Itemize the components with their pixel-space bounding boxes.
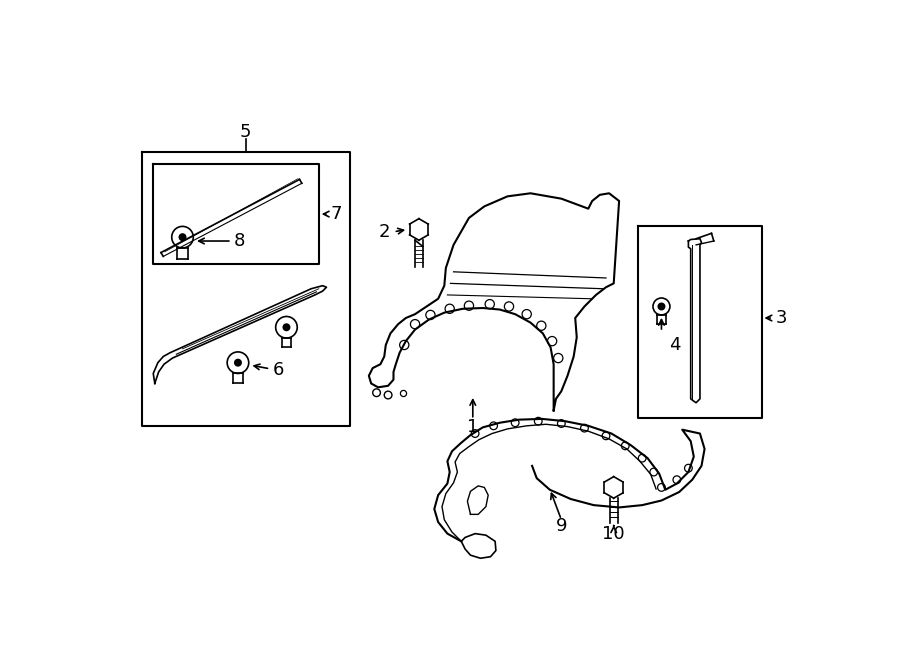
Text: 9: 9 [555, 517, 567, 535]
Text: 4: 4 [669, 336, 680, 354]
Circle shape [179, 234, 185, 240]
Text: 2: 2 [379, 223, 391, 241]
Circle shape [284, 324, 290, 330]
Text: 7: 7 [330, 205, 342, 223]
Text: 5: 5 [240, 123, 251, 141]
Text: 1: 1 [467, 418, 479, 436]
Circle shape [235, 360, 241, 366]
Text: 6: 6 [273, 362, 284, 379]
Text: 10: 10 [602, 525, 625, 543]
Text: 3: 3 [776, 309, 787, 327]
Text: 8: 8 [234, 232, 246, 250]
Circle shape [659, 303, 664, 309]
